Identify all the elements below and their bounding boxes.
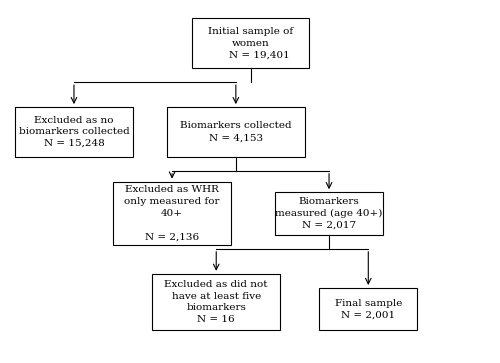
Text: Biomarkers collected
N = 4,153: Biomarkers collected N = 4,153 <box>180 122 292 142</box>
FancyBboxPatch shape <box>167 107 304 157</box>
FancyBboxPatch shape <box>275 192 383 235</box>
FancyBboxPatch shape <box>152 274 280 330</box>
Text: Excluded as did not
have at least five
biomarkers
N = 16: Excluded as did not have at least five b… <box>164 280 268 324</box>
Text: Biomarkers
measured (age 40+)
N = 2,017: Biomarkers measured (age 40+) N = 2,017 <box>276 197 382 230</box>
Text: Excluded as WHR
only measured for
40+

N = 2,136: Excluded as WHR only measured for 40+ N … <box>124 185 220 241</box>
Text: Initial sample of
women
        N = 19,401: Initial sample of women N = 19,401 <box>208 27 293 60</box>
FancyBboxPatch shape <box>15 107 133 157</box>
FancyBboxPatch shape <box>319 288 418 330</box>
FancyBboxPatch shape <box>113 182 231 245</box>
Text: Final sample
N = 2,001: Final sample N = 2,001 <box>334 299 402 319</box>
FancyBboxPatch shape <box>192 19 310 68</box>
Text: Excluded as no
biomarkers collected
N = 15,248: Excluded as no biomarkers collected N = … <box>18 115 130 148</box>
